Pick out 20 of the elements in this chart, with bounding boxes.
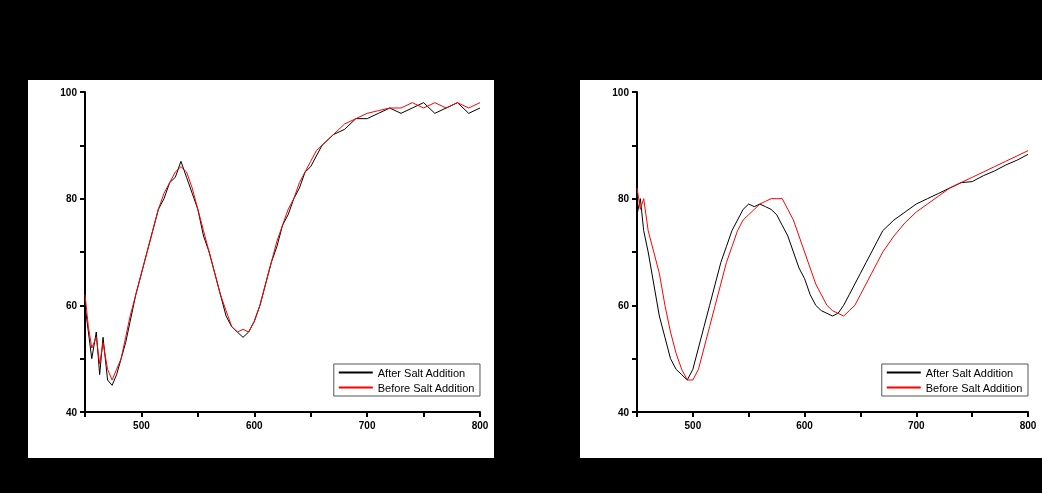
legend-label: Before Salt Addition <box>925 381 1023 394</box>
x-tick-label: 700 <box>907 419 926 431</box>
y-tick-label: 80 <box>65 193 78 205</box>
x-tick-label: 800 <box>1019 419 1037 431</box>
legend-label: Before Salt Addition <box>377 381 475 394</box>
x-tick-label: 600 <box>796 419 814 431</box>
y-tick-label: 60 <box>617 299 630 311</box>
legend-label: After Salt Addition <box>377 366 466 379</box>
y-tick-label: 100 <box>60 86 78 98</box>
x-tick-label: 800 <box>471 419 489 431</box>
y-tick-label: 80 <box>617 193 630 205</box>
y-tick-label: 100 <box>612 86 630 98</box>
x-tick-label: 500 <box>684 419 702 431</box>
legend-label: After Salt Addition <box>925 366 1014 379</box>
y-tick-label: 60 <box>65 299 78 311</box>
x-tick-label: 600 <box>245 419 264 431</box>
y-tick-label: 40 <box>617 406 630 418</box>
x-tick-label: 500 <box>133 419 151 431</box>
x-tick-label: 700 <box>358 419 376 431</box>
y-tick-label: 40 <box>65 406 78 418</box>
